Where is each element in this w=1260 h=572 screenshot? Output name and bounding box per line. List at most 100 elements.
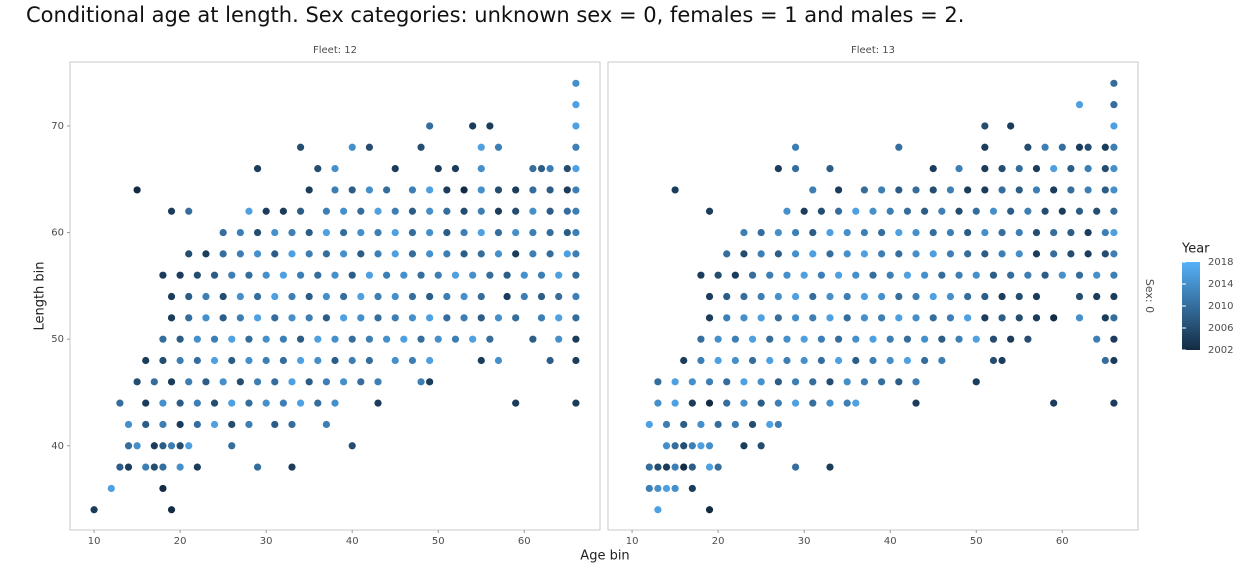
point	[408, 228, 417, 237]
point	[219, 228, 227, 237]
point	[1110, 292, 1118, 301]
point	[245, 335, 253, 343]
point	[219, 292, 227, 301]
point	[912, 186, 920, 194]
point	[912, 314, 920, 322]
point	[1084, 143, 1092, 151]
point	[408, 356, 417, 365]
point	[723, 399, 731, 407]
point	[245, 207, 253, 215]
point	[964, 292, 972, 301]
point	[434, 335, 442, 343]
point	[748, 420, 757, 429]
point	[426, 314, 434, 322]
point	[1075, 314, 1084, 322]
point	[331, 399, 339, 407]
point	[142, 356, 150, 365]
point	[228, 335, 236, 343]
point	[142, 399, 150, 407]
point	[314, 399, 322, 407]
point	[383, 271, 391, 279]
point	[210, 399, 219, 407]
point	[800, 207, 808, 215]
x-tick-label: 50	[970, 536, 983, 547]
x-axis-title: Age bin	[580, 549, 629, 564]
point	[572, 101, 580, 109]
panel-frame	[69, 61, 601, 531]
point	[774, 420, 782, 429]
point	[791, 250, 800, 258]
point	[477, 292, 485, 301]
point	[946, 314, 955, 322]
point	[921, 207, 929, 215]
point	[572, 292, 580, 301]
point	[236, 314, 244, 322]
point	[938, 356, 946, 365]
point	[809, 292, 817, 301]
point	[946, 250, 955, 258]
point	[1050, 186, 1058, 194]
point	[322, 292, 330, 301]
point	[331, 356, 339, 365]
point	[1032, 314, 1041, 322]
point	[460, 314, 468, 322]
point	[929, 250, 937, 258]
y-tick-label: 60	[51, 228, 64, 239]
point	[210, 335, 219, 343]
point	[572, 228, 580, 237]
point	[1110, 314, 1118, 322]
x-tick-label: 10	[626, 536, 639, 547]
point	[1024, 335, 1032, 343]
point	[757, 442, 765, 450]
point	[288, 378, 296, 386]
point	[1084, 228, 1092, 237]
point	[878, 228, 886, 237]
point	[150, 442, 158, 450]
point	[262, 207, 270, 215]
point	[1058, 271, 1066, 279]
point	[512, 228, 520, 237]
point	[1110, 399, 1118, 407]
x-tick-label: 10	[88, 536, 101, 547]
point	[322, 378, 330, 386]
point	[340, 292, 348, 301]
point	[1110, 250, 1118, 258]
point	[1032, 292, 1041, 301]
point	[271, 314, 279, 322]
point	[443, 250, 451, 258]
point	[193, 271, 201, 279]
point	[1110, 207, 1118, 215]
point	[921, 335, 929, 343]
point	[340, 207, 348, 215]
point	[460, 228, 468, 237]
point	[193, 356, 201, 365]
point	[477, 143, 485, 151]
x-tick-label: 30	[260, 536, 273, 547]
point	[296, 207, 305, 215]
point	[680, 356, 688, 365]
point	[503, 292, 511, 301]
x-tick-label: 60	[1056, 536, 1069, 547]
point	[714, 271, 722, 279]
point	[546, 207, 554, 215]
point	[253, 228, 262, 237]
point	[972, 207, 980, 215]
point	[228, 356, 236, 365]
point	[886, 356, 894, 365]
point	[860, 314, 868, 322]
point	[826, 314, 834, 322]
point	[688, 378, 696, 386]
point	[159, 463, 167, 471]
point	[537, 271, 546, 279]
point	[895, 186, 903, 194]
point	[279, 356, 287, 365]
point	[279, 399, 287, 407]
point	[774, 399, 782, 407]
point	[740, 292, 748, 301]
point	[774, 250, 782, 258]
point	[400, 335, 408, 343]
point	[878, 186, 886, 194]
point	[723, 314, 731, 322]
point	[383, 186, 391, 194]
point	[731, 335, 739, 343]
